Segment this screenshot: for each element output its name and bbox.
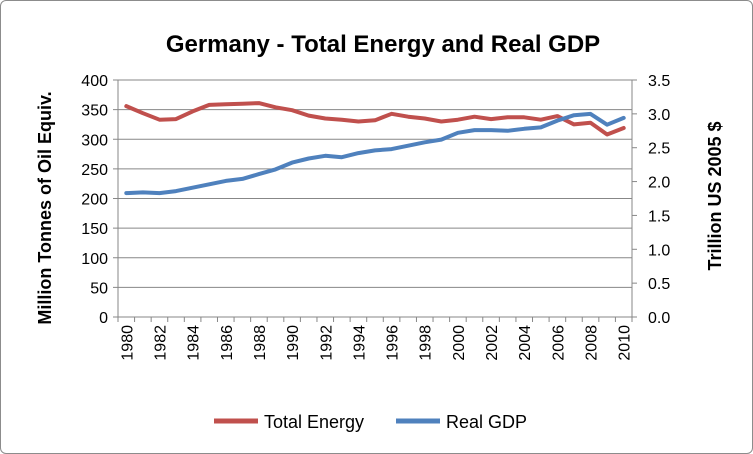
y2-tick-label: 0.5 (648, 276, 670, 293)
x-tick-label: 1980 (119, 325, 136, 361)
x-tick-label: 2006 (550, 325, 567, 361)
y2-tick-label: 2.5 (648, 141, 670, 158)
x-tick-label: 1984 (186, 325, 203, 361)
legend-label: Total Energy (264, 412, 364, 432)
x-tick-label: 1994 (351, 325, 368, 361)
y2-tick-label: 1.0 (648, 242, 670, 259)
series-lines (124, 101, 626, 196)
y-axis-title: Million Tonnes of Oil Equiv. (35, 91, 55, 324)
y-tick-label: 350 (81, 103, 108, 120)
y2-tick-label: 2.0 (648, 175, 670, 192)
x-tick-label: 2004 (517, 325, 534, 361)
legend: Total Energy Real GDP (214, 412, 527, 432)
y-tick-label: 200 (81, 192, 108, 209)
y2-axis-title: Trillion US 2005 $ (705, 121, 725, 270)
x-tick-label: 1996 (385, 325, 402, 361)
axes: 0 50 100 150 200 250 300 350 400 0.0 0.5 1.0 1.5 2.0 2… (81, 73, 670, 361)
y2-tick-label: 1.5 (648, 208, 670, 225)
x-tick-label: 2008 (584, 325, 601, 361)
x-tick-label: 2002 (484, 325, 501, 361)
gridlines (118, 79, 632, 288)
x-tick-label: 1990 (285, 325, 302, 361)
y2-tick-label: 0.0 (648, 310, 670, 327)
y-tick-label: 50 (90, 280, 108, 297)
chart-title: Germany - Total Energy and Real GDP (166, 31, 600, 58)
x-tick-label: 2010 (617, 325, 634, 361)
series-line-real-gdp (124, 111, 626, 196)
y-tick-label: 300 (81, 132, 108, 149)
x-tick-label: 1986 (219, 325, 236, 361)
x-tick-label: 1992 (318, 325, 335, 361)
y-tick-label: 400 (81, 73, 108, 90)
y-tick-label: 0 (99, 310, 108, 327)
y2-tick-label: 3.0 (648, 107, 670, 124)
y2-tick-label: 3.5 (648, 73, 670, 90)
x-tick-label: 1988 (252, 325, 269, 361)
legend-label: Real GDP (446, 412, 527, 432)
series-line-total-energy (124, 101, 626, 137)
x-tick-label: 1982 (152, 325, 169, 361)
y-tick-label: 250 (81, 162, 108, 179)
y-tick-label: 100 (81, 251, 108, 268)
y-tick-label: 150 (81, 221, 108, 238)
x-tick-label: 1998 (418, 325, 435, 361)
x-tick-label: 2000 (451, 325, 468, 361)
